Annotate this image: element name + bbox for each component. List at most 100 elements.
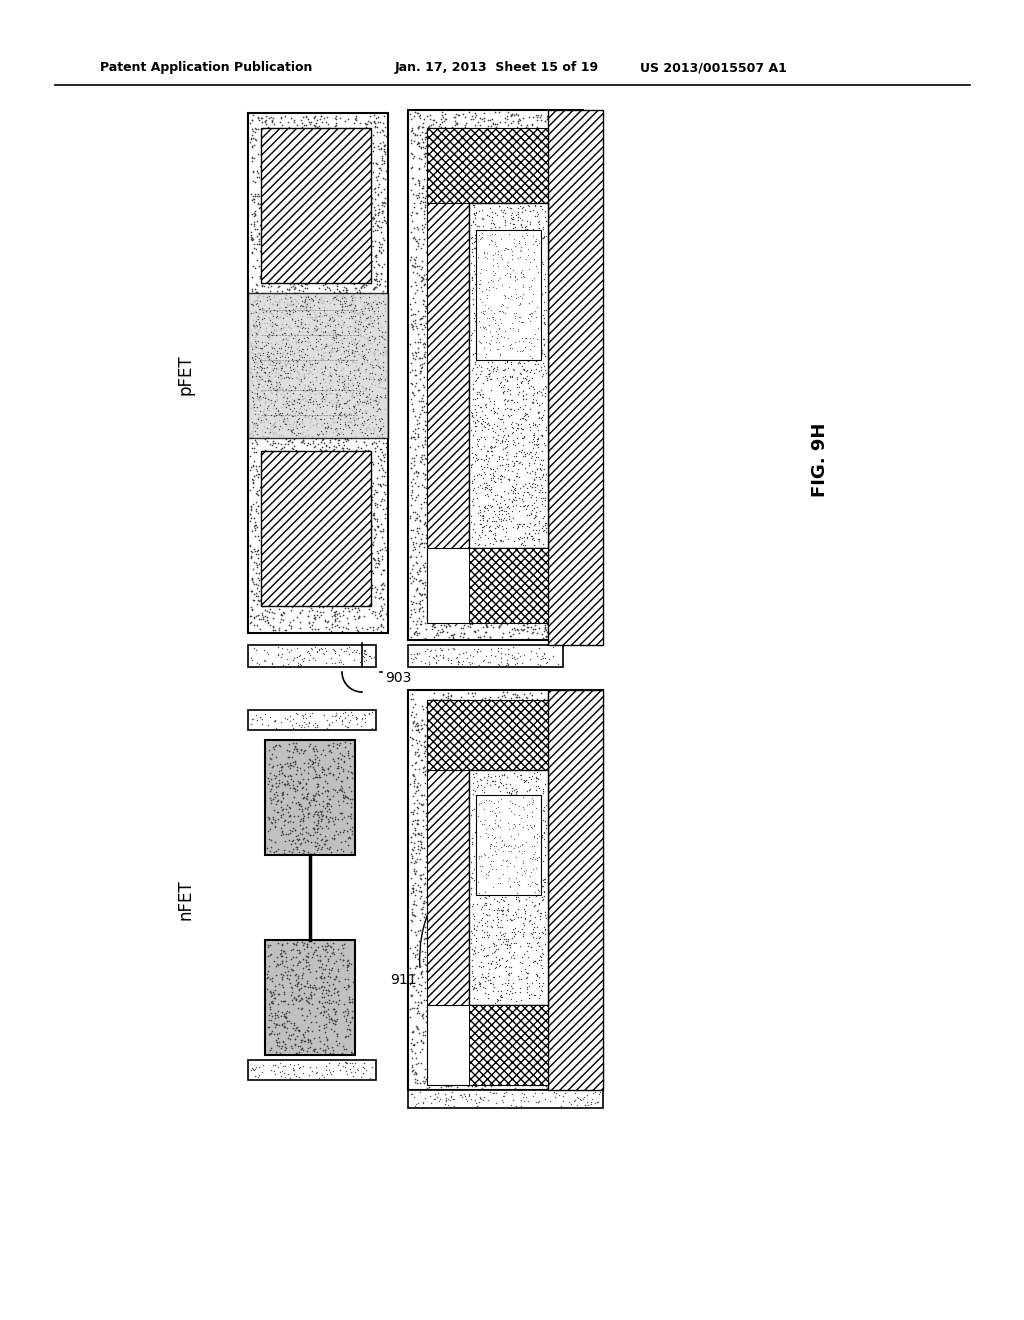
Point: [303, 426, 319, 447]
Point: [522, 314, 539, 335]
Point: [516, 306, 532, 327]
Point: [323, 557, 339, 578]
Point: [244, 242, 260, 263]
Point: [464, 267, 480, 288]
Point: [459, 986, 475, 1007]
Point: [441, 755, 458, 776]
Point: [413, 271, 429, 292]
Point: [294, 290, 310, 312]
Point: [427, 737, 443, 758]
Point: [515, 572, 531, 593]
Point: [523, 949, 540, 970]
Point: [354, 190, 371, 211]
Point: [446, 153, 463, 174]
Point: [358, 378, 375, 399]
Point: [516, 495, 532, 516]
Point: [441, 503, 458, 524]
Point: [441, 240, 458, 261]
Point: [547, 152, 563, 173]
Point: [537, 902, 553, 923]
Point: [268, 459, 285, 480]
Point: [262, 309, 279, 330]
Point: [422, 578, 438, 599]
Point: [466, 203, 482, 224]
Point: [266, 405, 283, 426]
Point: [543, 763, 559, 784]
Point: [584, 937, 600, 958]
Point: [264, 469, 281, 490]
Point: [547, 589, 563, 610]
Point: [480, 572, 497, 593]
Point: [306, 132, 323, 153]
Point: [343, 301, 359, 322]
Point: [354, 459, 371, 480]
Point: [346, 199, 362, 220]
Point: [305, 789, 322, 810]
Point: [524, 618, 541, 639]
Point: [414, 214, 430, 235]
Point: [507, 874, 523, 895]
Point: [536, 329, 552, 350]
Point: [477, 944, 494, 965]
Point: [256, 176, 272, 197]
Point: [531, 925, 548, 946]
Point: [547, 492, 563, 513]
Point: [512, 301, 528, 322]
Point: [431, 275, 447, 296]
Point: [323, 1007, 339, 1028]
Point: [286, 539, 302, 560]
Point: [485, 836, 502, 857]
Point: [302, 734, 318, 755]
Point: [301, 601, 317, 622]
Point: [459, 370, 475, 391]
Point: [471, 594, 487, 615]
Point: [313, 347, 330, 368]
Point: [506, 214, 522, 235]
Point: [269, 1031, 286, 1052]
Point: [255, 312, 271, 333]
Point: [458, 354, 474, 375]
Point: [442, 433, 459, 454]
Point: [466, 473, 482, 494]
Point: [429, 826, 445, 847]
Point: [497, 321, 513, 342]
Point: [481, 411, 498, 432]
Point: [500, 932, 516, 953]
Point: [454, 145, 470, 166]
Point: [304, 338, 321, 359]
Point: [306, 380, 323, 401]
Point: [544, 760, 560, 781]
Point: [419, 997, 435, 1018]
Point: [322, 490, 338, 511]
Point: [351, 129, 368, 150]
Point: [508, 849, 524, 870]
Point: [528, 144, 545, 165]
Point: [421, 1043, 437, 1064]
Point: [559, 234, 575, 255]
Point: [437, 1074, 454, 1096]
Point: [451, 715, 467, 737]
Point: [537, 871, 553, 892]
Point: [558, 480, 574, 502]
Point: [285, 597, 301, 618]
Point: [467, 279, 483, 300]
Point: [492, 498, 508, 519]
Point: [264, 414, 281, 436]
Point: [432, 589, 449, 610]
Point: [507, 306, 523, 327]
Point: [570, 525, 587, 546]
Point: [481, 833, 498, 854]
Point: [284, 154, 300, 176]
Point: [554, 983, 570, 1005]
Point: [275, 308, 292, 329]
Point: [528, 370, 545, 391]
Point: [536, 226, 552, 247]
Point: [462, 430, 478, 451]
Point: [487, 975, 504, 997]
Point: [468, 1010, 484, 1031]
Point: [461, 459, 477, 480]
Point: [518, 350, 535, 371]
Point: [249, 710, 265, 731]
Point: [509, 899, 525, 920]
Point: [474, 467, 490, 488]
